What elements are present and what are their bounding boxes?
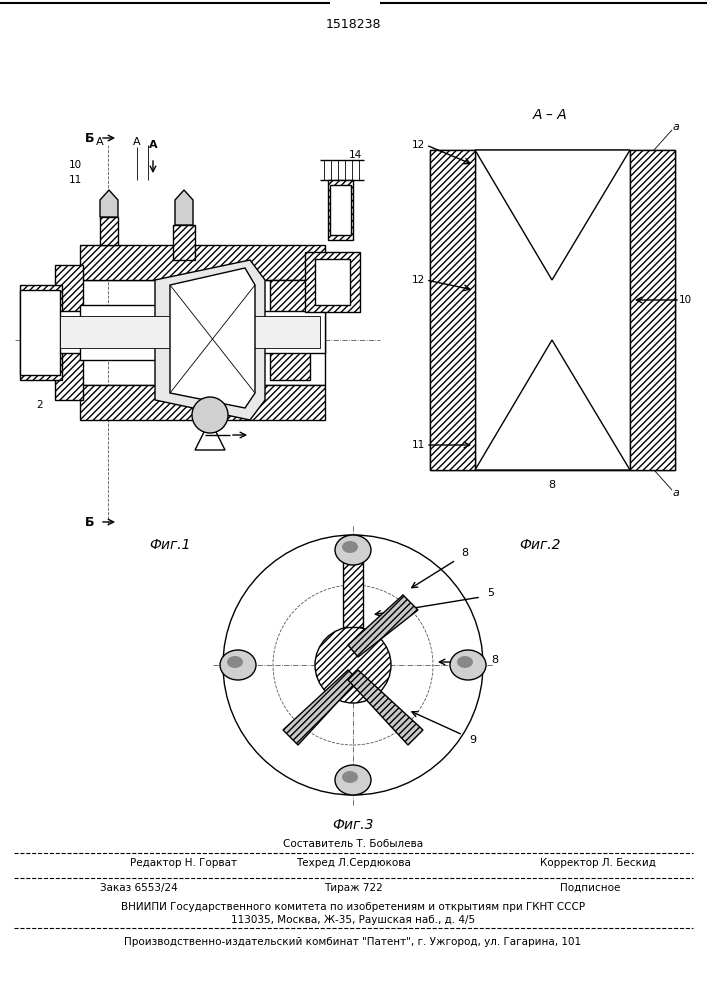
Polygon shape [175,190,193,225]
Bar [328,180,353,240]
Text: 13: 13 [339,280,351,290]
Bar [80,245,325,280]
Text: ВНИИПИ Государственного комитета по изобретениям и открытиям при ГКНТ СССР: ВНИИПИ Государственного комитета по изоб… [121,902,585,912]
Polygon shape [100,190,118,217]
Bar [315,259,350,305]
Ellipse shape [450,650,486,680]
Bar [630,150,675,470]
Polygon shape [155,260,265,420]
Ellipse shape [457,656,473,668]
Ellipse shape [335,765,371,795]
Bar [305,252,360,312]
Text: 8: 8 [462,548,469,558]
Bar [270,280,310,380]
Polygon shape [283,670,358,745]
Ellipse shape [227,656,243,668]
Circle shape [192,397,228,433]
Text: Редактор Н. Горват: Редактор Н. Горват [130,858,237,868]
Text: 3: 3 [32,335,38,345]
Text: 7: 7 [255,315,262,325]
Circle shape [315,627,391,703]
Bar [475,150,630,470]
Text: Составитель Т. Бобылева: Составитель Т. Бобылева [283,839,423,849]
Text: А – А: А – А [532,108,568,122]
Text: Б: Б [86,516,95,528]
Polygon shape [348,595,418,657]
Text: Тираж 722: Тираж 722 [324,883,382,893]
Text: 1: 1 [57,315,64,325]
Text: Б: Б [86,131,95,144]
Text: 6: 6 [211,398,218,408]
Text: 8: 8 [491,655,498,665]
Text: 10: 10 [679,295,691,305]
Bar [80,305,200,360]
Text: 8: 8 [549,480,556,490]
Bar [343,552,363,627]
Polygon shape [348,670,423,745]
Text: Подписное: Подписное [560,883,620,893]
Circle shape [223,535,483,795]
Polygon shape [475,340,630,470]
Text: Корректор Л. Бескид: Корректор Л. Бескид [540,858,656,868]
Text: Фиг.2: Фиг.2 [519,538,561,552]
Text: Производственно-издательский комбинат "Патент", г. Ужгород, ул. Гагарина, 101: Производственно-издательский комбинат "П… [124,937,582,947]
Text: 9: 9 [469,735,477,745]
Bar [100,217,118,245]
Text: 11: 11 [411,440,425,450]
Text: a: a [672,122,679,132]
Polygon shape [475,150,630,280]
Polygon shape [195,430,225,450]
Ellipse shape [342,771,358,783]
Ellipse shape [335,535,371,565]
Text: 14: 14 [349,150,361,160]
Bar [430,150,475,470]
Bar [20,290,60,375]
Text: A: A [133,137,141,147]
Text: 12: 12 [411,275,425,285]
Text: Фиг.1: Фиг.1 [149,538,191,552]
Text: A: A [96,137,104,147]
Text: 113035, Москва, Ж-35, Раушская наб., д. 4/5: 113035, Москва, Ж-35, Раушская наб., д. … [231,915,475,925]
Text: 2: 2 [37,400,43,410]
Ellipse shape [342,541,358,553]
Text: C: C [206,429,214,439]
Text: А: А [148,140,158,150]
Text: Б-Б: Б-Б [342,534,364,546]
Bar [60,316,320,348]
Bar [173,225,195,260]
Text: Фиг.3: Фиг.3 [332,818,374,832]
Text: 4: 4 [185,202,192,212]
Bar [330,185,351,235]
Text: 12: 12 [411,140,425,150]
Text: Техред Л.Сердюкова: Техред Л.Сердюкова [296,858,411,868]
Bar [55,265,83,400]
Text: 1518238: 1518238 [325,18,381,31]
Polygon shape [170,268,255,408]
Bar [55,311,325,353]
Bar [20,285,62,380]
Text: a: a [672,488,679,498]
Text: 11: 11 [69,175,81,185]
Bar [80,385,325,420]
Text: 5: 5 [488,588,494,598]
Bar [80,280,325,385]
Text: 10: 10 [69,160,81,170]
Ellipse shape [220,650,256,680]
Text: Заказ 6553/24: Заказ 6553/24 [100,883,177,893]
